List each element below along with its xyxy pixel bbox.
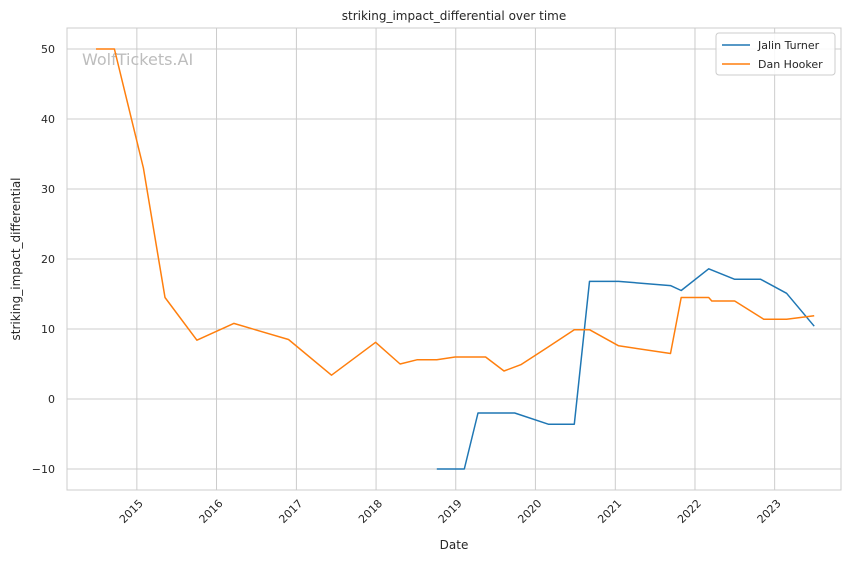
series-line-jalin-turner: [436, 268, 815, 470]
legend-label: Dan Hooker: [758, 58, 823, 71]
y-tick-label: 40: [41, 113, 55, 126]
y-tick-label: 10: [41, 323, 55, 336]
watermark: WolfTickets.AI: [82, 50, 193, 69]
series-line-dan-hooker: [96, 48, 815, 376]
legend: Jalin Turner Dan Hooker: [715, 32, 836, 76]
y-axis-label: striking_impact_differential: [9, 177, 23, 340]
y-tick-label: 20: [41, 253, 55, 266]
chart-title: striking_impact_differential over time: [342, 9, 567, 23]
y-tick-label: 50: [41, 43, 55, 56]
plot-frame: [66, 27, 842, 491]
y-tick-label: 0: [48, 393, 55, 406]
series-layer: [96, 48, 815, 470]
grid: [67, 28, 841, 490]
x-axis-label: Date: [440, 538, 469, 552]
y-tick-label: 30: [41, 183, 55, 196]
y-tick-label: −10: [32, 463, 55, 476]
legend-label: Jalin Turner: [757, 39, 820, 52]
